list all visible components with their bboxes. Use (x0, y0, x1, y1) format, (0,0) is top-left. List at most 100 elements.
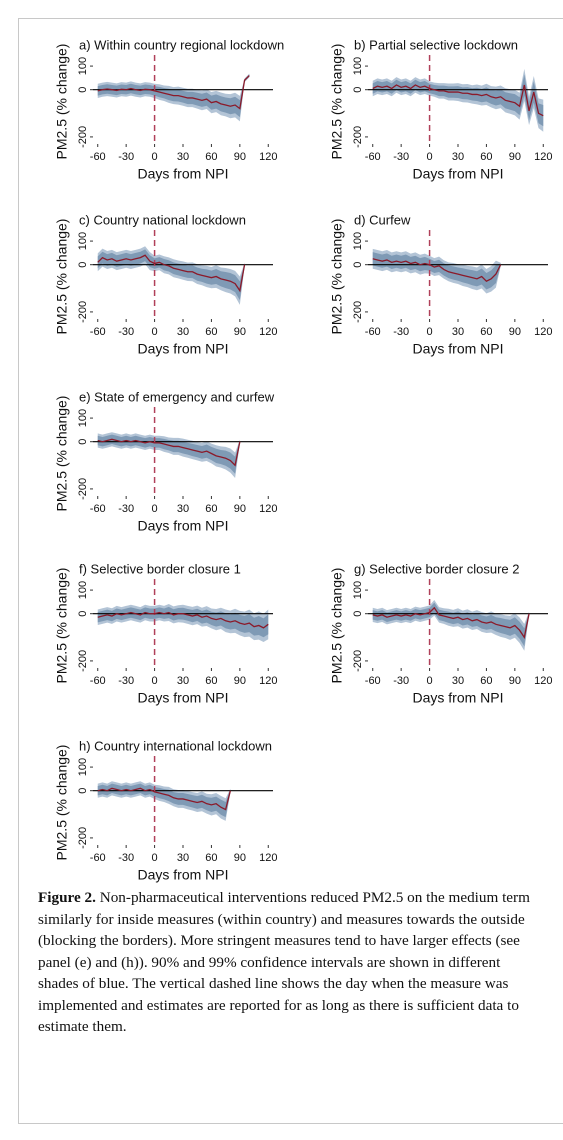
panel-title: g) Selective border closure 2 (354, 561, 519, 576)
x-axis-title: Days from NPI (137, 341, 228, 357)
confidence-band (372, 74, 544, 127)
x-tick-label: 0 (152, 151, 158, 163)
x-tick-label: 60 (205, 675, 217, 687)
x-tick-label: -60 (365, 326, 381, 338)
panel-title: e) State of emergency and curfew (79, 389, 275, 404)
y-tick-label: -200 (352, 301, 364, 323)
x-tick-label: -30 (118, 326, 134, 338)
panel-title: b) Partial selective lockdown (354, 37, 518, 52)
estimate-line (372, 258, 502, 283)
panel-title: f) Selective border closure 1 (79, 561, 241, 576)
panel-title: d) Curfew (354, 212, 411, 227)
x-tick-label: -30 (118, 151, 134, 163)
y-tick-label: 100 (77, 758, 89, 776)
estimate-line (372, 606, 530, 639)
y-tick-label: 100 (77, 232, 89, 250)
x-tick-label: -30 (393, 151, 409, 163)
y-tick-label: 0 (77, 611, 89, 617)
x-tick-label: 120 (259, 151, 277, 163)
x-tick-label: 30 (177, 675, 189, 687)
caption-text: Non-pharmaceutical interventions reduced… (38, 889, 530, 1035)
x-tick-label: 120 (534, 675, 552, 687)
y-tick-label: 100 (352, 57, 364, 75)
confidence-band (97, 249, 245, 301)
panel-title: a) Within country regional lockdown (79, 37, 284, 52)
x-tick-label: 30 (177, 151, 189, 163)
y-tick-label: 100 (77, 57, 89, 75)
x-tick-label: 120 (259, 675, 277, 687)
estimate-line (372, 84, 544, 117)
y-tick-label: -200 (352, 650, 364, 672)
x-tick-label: 120 (534, 151, 552, 163)
x-tick-label: 60 (205, 852, 217, 864)
x-tick-label: 120 (259, 503, 277, 515)
x-tick-label: 30 (177, 503, 189, 515)
y-axis-title: PM2.5 (% change) (329, 219, 345, 335)
x-tick-label: 90 (234, 852, 246, 864)
x-tick-label: -30 (393, 326, 409, 338)
y-tick-label: 0 (352, 611, 364, 617)
y-tick-label: 0 (77, 262, 89, 268)
x-tick-label: 120 (259, 852, 277, 864)
y-axis-title: PM2.5 (% change) (54, 396, 70, 512)
x-tick-label: 120 (534, 326, 552, 338)
x-tick-label: 60 (480, 151, 492, 163)
x-tick-label: 30 (177, 852, 189, 864)
y-axis-title: PM2.5 (% change) (54, 44, 70, 160)
y-tick-label: 0 (352, 262, 364, 268)
y-tick-label: -200 (77, 827, 89, 849)
x-tick-label: 120 (259, 326, 277, 338)
x-tick-label: 0 (427, 151, 433, 163)
estimate-line (97, 254, 246, 293)
x-axis-title: Days from NPI (137, 166, 228, 182)
x-tick-label: 0 (152, 852, 158, 864)
x-tick-label: 30 (452, 326, 464, 338)
y-axis-title: PM2.5 (% change) (329, 44, 345, 160)
x-axis-title: Days from NPI (137, 518, 228, 534)
confidence-band (97, 434, 240, 474)
x-tick-label: 90 (234, 503, 246, 515)
y-tick-label: 100 (77, 581, 89, 599)
caption-label: Figure 2. (38, 889, 96, 906)
estimate-line (97, 787, 231, 811)
x-tick-label: 90 (509, 675, 521, 687)
estimate-line (97, 75, 250, 110)
x-tick-label: 30 (452, 675, 464, 687)
x-axis-title: Days from NPI (412, 690, 503, 706)
x-tick-label: 0 (152, 675, 158, 687)
y-tick-label: -200 (77, 301, 89, 323)
y-tick-label: -200 (77, 126, 89, 148)
y-tick-label: -200 (77, 650, 89, 672)
x-tick-label: 60 (205, 151, 217, 163)
x-tick-label: 90 (234, 151, 246, 163)
estimate-line (97, 611, 269, 629)
y-tick-label: 0 (77, 439, 89, 445)
x-tick-label: -30 (118, 503, 134, 515)
x-tick-label: 60 (480, 326, 492, 338)
x-axis-title: Days from NPI (412, 341, 503, 357)
y-axis-title: PM2.5 (% change) (54, 219, 70, 335)
x-tick-label: 90 (234, 675, 246, 687)
y-axis-title: PM2.5 (% change) (54, 745, 70, 861)
x-tick-label: 0 (152, 326, 158, 338)
x-tick-label: 90 (509, 151, 521, 163)
panel-title: c) Country national lockdown (79, 212, 246, 227)
y-tick-label: 100 (77, 409, 89, 427)
x-tick-label: -60 (90, 852, 106, 864)
y-axis-title: PM2.5 (% change) (54, 568, 70, 684)
x-tick-label: 30 (452, 151, 464, 163)
x-axis-title: Days from NPI (137, 867, 228, 883)
x-tick-label: -30 (118, 675, 134, 687)
x-tick-label: -60 (90, 675, 106, 687)
x-tick-label: -30 (118, 852, 134, 864)
x-tick-label: -60 (90, 151, 106, 163)
confidence-band (97, 783, 231, 818)
x-tick-label: -60 (365, 675, 381, 687)
x-axis-title: Days from NPI (412, 166, 503, 182)
x-axis-title: Days from NPI (137, 690, 228, 706)
y-tick-label: 0 (352, 87, 364, 93)
panel-title: h) Country international lockdown (79, 738, 272, 753)
y-tick-label: 0 (77, 788, 89, 794)
x-tick-label: 0 (427, 326, 433, 338)
